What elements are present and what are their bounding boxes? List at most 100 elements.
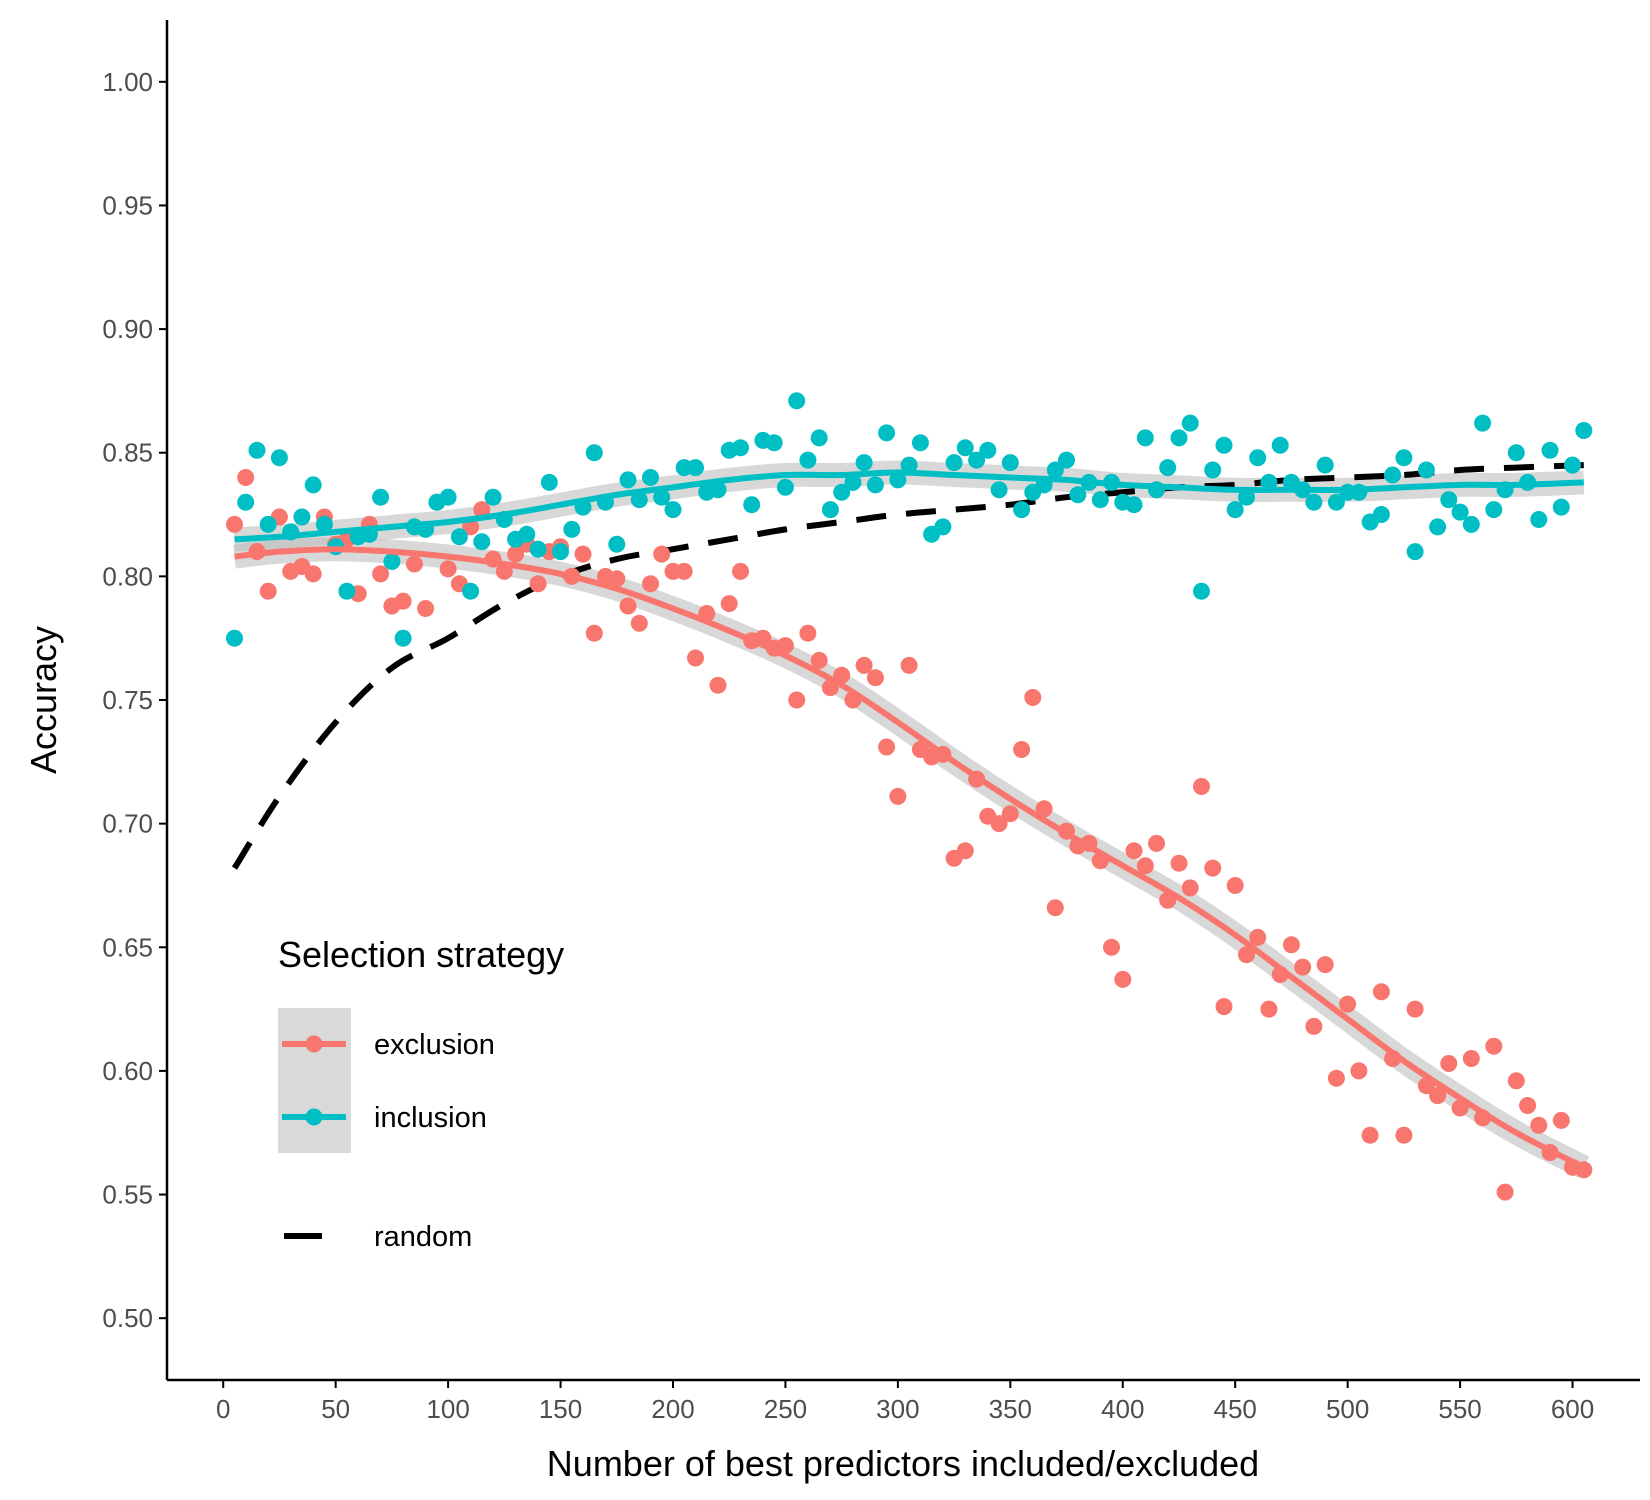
exclusion-point (1046, 899, 1064, 917)
inclusion-point (484, 488, 502, 506)
inclusion-point (1058, 451, 1075, 469)
exclusion-point (304, 565, 322, 583)
inclusion-point (821, 501, 839, 519)
legend-exclusion-dot (305, 1035, 323, 1053)
inclusion-point (630, 491, 648, 509)
legend-exclusion-label: exclusion (374, 1029, 495, 1061)
exclusion-point (1282, 936, 1300, 954)
x-tick-label: 600 (1551, 1394, 1594, 1424)
exclusion-point (1339, 995, 1357, 1013)
exclusion-point (732, 562, 749, 580)
inclusion-point (552, 543, 569, 561)
exclusion-point (1496, 1183, 1514, 1201)
inclusion-point (765, 434, 783, 452)
legend: Selection strategy exclusion inclusion r… (278, 934, 564, 1253)
y-tick-label: 0.70 (102, 809, 153, 839)
exclusion-point (799, 624, 817, 642)
exclusion-point (675, 562, 693, 580)
inclusion-point (1316, 456, 1334, 474)
y-tick-label: 0.95 (102, 190, 153, 220)
exclusion-point (1530, 1116, 1548, 1134)
inclusion-point (1136, 429, 1154, 447)
inclusion-point (608, 535, 626, 553)
inclusion-point (956, 439, 974, 457)
exclusion-point (878, 738, 896, 756)
inclusion-point (1530, 511, 1548, 528)
inclusion-point (743, 496, 761, 514)
inclusion-point (259, 515, 277, 533)
y-tick-label: 0.90 (102, 314, 153, 344)
inclusion-point (709, 481, 727, 499)
exclusion-point (529, 575, 547, 593)
y-tick-label: 1.00 (102, 67, 153, 97)
inclusion-point (518, 525, 536, 543)
inclusion-point (911, 434, 929, 452)
exclusion-point (1507, 1072, 1525, 1090)
inclusion-point (687, 459, 704, 477)
legend-title: Selection strategy (278, 934, 564, 975)
exclusion-point (1429, 1087, 1447, 1105)
x-tick-label: 300 (876, 1394, 919, 1424)
y-tick-label: 0.60 (102, 1056, 153, 1086)
inclusion-point (642, 469, 659, 486)
inclusion-point (1001, 454, 1019, 472)
exclusion-point (1226, 877, 1244, 894)
inclusion-point (1406, 543, 1424, 561)
inclusion-point (788, 392, 806, 410)
exclusion-point (259, 582, 277, 600)
exclusion-point (630, 614, 648, 632)
exclusion-point (473, 501, 491, 519)
exclusion-point (405, 555, 423, 573)
exclusion-point (1215, 998, 1233, 1016)
inclusion-point (776, 478, 794, 496)
inclusion-point (1451, 503, 1469, 521)
exclusion-point (1316, 956, 1334, 974)
band-layer (233, 460, 1590, 1179)
exclusion-point (226, 515, 243, 533)
inclusion-point (1327, 493, 1345, 511)
exclusion-point (1148, 834, 1165, 852)
inclusion-point (439, 488, 457, 506)
inclusion-point (462, 582, 480, 600)
smooth-line-layer (234, 469, 1586, 1170)
inclusion-point (1204, 461, 1222, 479)
exclusion-point (1024, 689, 1042, 706)
inclusion-point (1440, 491, 1458, 509)
exclusion-point (788, 691, 806, 709)
x-tick-label: 550 (1438, 1394, 1481, 1424)
y-axis-title: Accuracy (23, 626, 64, 774)
exclusion-point (1193, 778, 1210, 795)
exclusion-point (237, 469, 255, 486)
exclusion-point (1238, 946, 1255, 964)
exclusion-point (1395, 1126, 1413, 1144)
exclusion-point (1406, 1000, 1424, 1018)
exclusion-point (687, 649, 704, 667)
exclusion-point (1372, 983, 1390, 1001)
inclusion-point (1069, 486, 1087, 504)
exclusion-point (720, 595, 738, 613)
x-axis-title: Number of best predictors included/exclu… (547, 1443, 1259, 1484)
y-tick-label: 0.50 (102, 1303, 153, 1333)
exclusion-point (855, 656, 873, 674)
inclusion-point (338, 582, 356, 600)
inclusion-point (889, 471, 907, 489)
inclusion-point (315, 515, 333, 533)
inclusion-point (540, 473, 558, 491)
inclusion-point (226, 629, 243, 647)
inclusion-point (1013, 501, 1031, 519)
inclusion-point (383, 553, 401, 570)
exclusion-point (1260, 1000, 1278, 1018)
inclusion-point (1564, 456, 1581, 474)
exclusion-point (1249, 928, 1267, 946)
inclusion-point (732, 439, 749, 457)
exclusion-point (776, 637, 794, 655)
exclusion-point (1125, 842, 1143, 860)
exclusion-point (1350, 1062, 1368, 1080)
inclusion-point (619, 471, 637, 489)
inclusion-point (979, 441, 997, 459)
exclusion-point (585, 624, 603, 642)
exclusion-point (866, 669, 884, 687)
inclusion-point (563, 520, 581, 538)
exclusion-point (1440, 1055, 1458, 1072)
legend-random-label: random (374, 1221, 472, 1253)
